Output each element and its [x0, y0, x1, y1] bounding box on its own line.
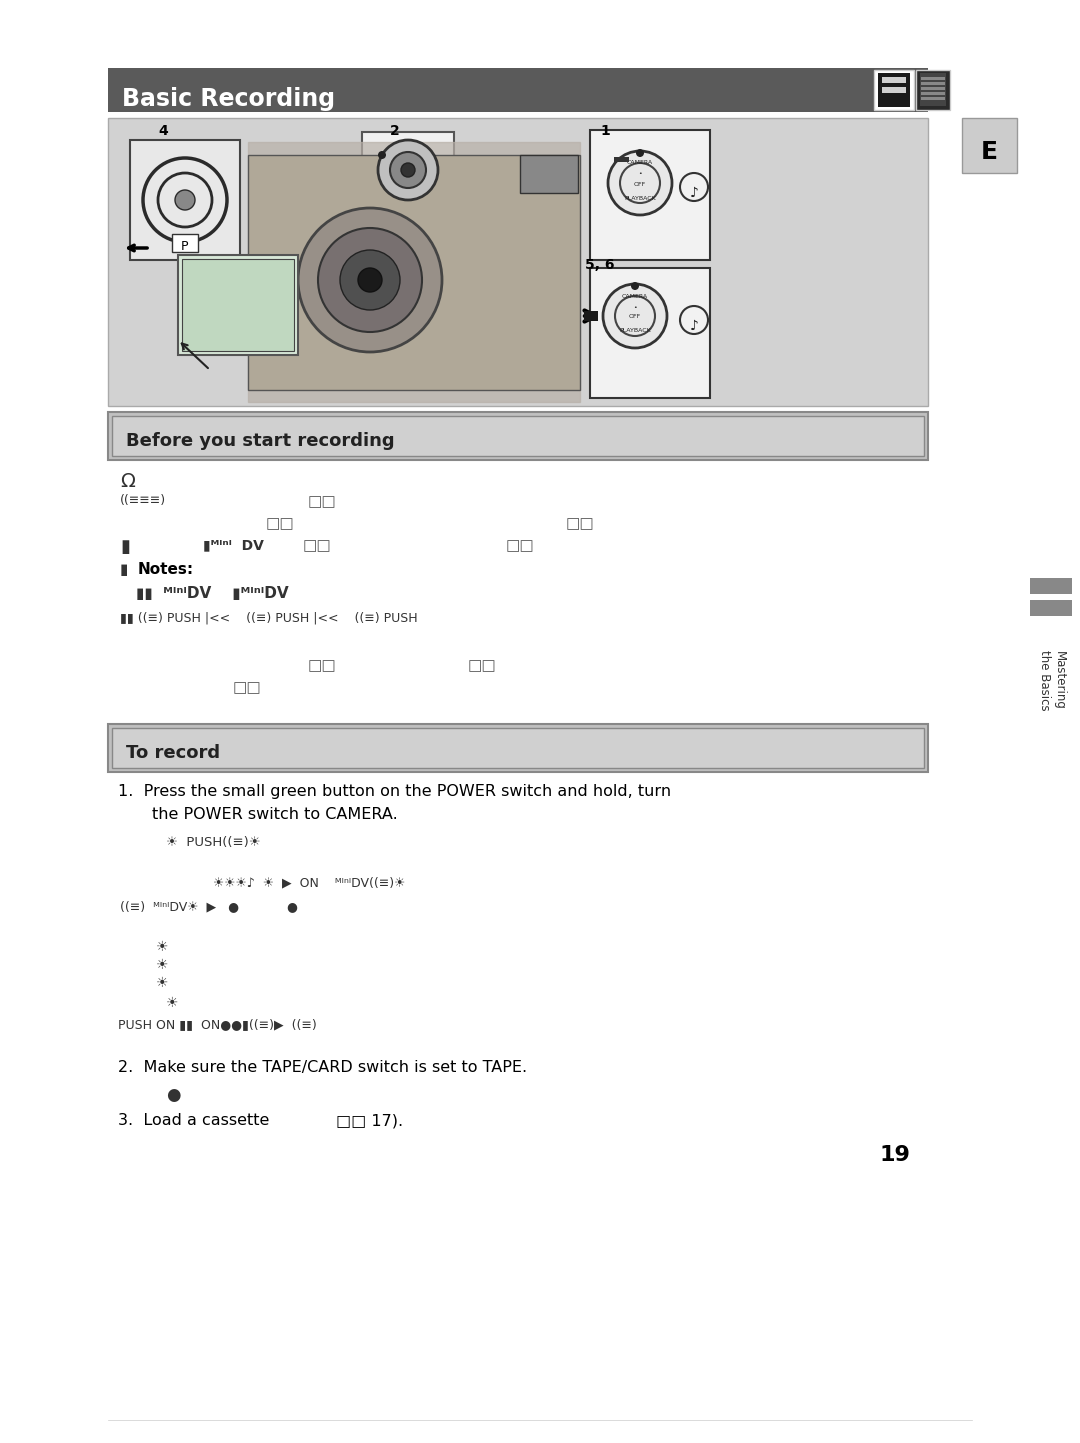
Circle shape — [175, 190, 195, 211]
Bar — [590, 268, 710, 398]
Text: ▮ᴹᴵⁿᴵ  DV: ▮ᴹᴵⁿᴵ DV — [203, 538, 264, 553]
Circle shape — [318, 228, 422, 332]
Circle shape — [603, 284, 667, 348]
Text: □□: □□ — [233, 680, 261, 696]
Bar — [878, 74, 910, 107]
Text: OFF: OFF — [629, 315, 642, 319]
Bar — [108, 68, 928, 113]
Text: To record: To record — [126, 745, 220, 762]
Text: Before you start recording: Before you start recording — [126, 431, 394, 450]
Polygon shape — [248, 141, 580, 403]
Text: ☀: ☀ — [156, 958, 168, 973]
Bar — [108, 118, 928, 405]
Text: 4: 4 — [158, 124, 167, 139]
Bar — [108, 118, 928, 405]
Circle shape — [631, 281, 639, 290]
Text: □□: □□ — [566, 517, 595, 531]
Text: ☀: ☀ — [156, 939, 168, 954]
Circle shape — [340, 250, 400, 310]
Bar — [130, 140, 240, 260]
Text: PLAYBACK: PLAYBACK — [619, 329, 651, 333]
Text: Notes:: Notes: — [138, 561, 194, 577]
Circle shape — [298, 208, 442, 352]
Bar — [920, 74, 946, 105]
Text: □□: □□ — [303, 538, 332, 553]
Text: 3.  Load a cassette: 3. Load a cassette — [118, 1113, 269, 1128]
Circle shape — [608, 152, 672, 215]
Text: the POWER switch to CAMERA.: the POWER switch to CAMERA. — [152, 807, 397, 823]
Text: □□: □□ — [308, 658, 337, 672]
Text: ●: ● — [166, 1087, 180, 1104]
Text: ☀: ☀ — [156, 975, 168, 990]
Text: Mastering
the Basics: Mastering the Basics — [1038, 649, 1066, 710]
Text: 1: 1 — [600, 124, 610, 139]
Text: 19: 19 — [880, 1144, 910, 1165]
Bar — [874, 71, 914, 110]
Bar — [172, 234, 198, 253]
Bar — [921, 87, 945, 89]
Text: 5, 6: 5, 6 — [585, 258, 615, 271]
Bar — [178, 255, 298, 355]
Text: •: • — [633, 304, 637, 309]
Text: ▮: ▮ — [120, 538, 130, 556]
Bar — [108, 724, 928, 772]
Bar — [921, 82, 945, 85]
Text: OFF: OFF — [634, 182, 646, 186]
Text: ▮▮ ((≡) PUSH |<<    ((≡) PUSH |<<    ((≡) PUSH: ▮▮ ((≡) PUSH |<< ((≡) PUSH |<< ((≡) PUSH — [120, 612, 418, 625]
Text: 2.  Make sure the TAPE/CARD switch is set to TAPE.: 2. Make sure the TAPE/CARD switch is set… — [118, 1061, 527, 1075]
Text: •: • — [638, 172, 642, 176]
Bar — [1030, 600, 1072, 616]
Bar — [108, 413, 928, 460]
Text: E: E — [981, 140, 998, 165]
Text: Basic Recording: Basic Recording — [122, 87, 335, 111]
Bar — [916, 71, 950, 110]
Text: CAMERA: CAMERA — [626, 160, 653, 166]
Text: □□: □□ — [468, 658, 497, 672]
Bar — [882, 76, 906, 92]
Bar — [1030, 579, 1072, 595]
Text: □□: □□ — [266, 517, 295, 531]
Bar — [112, 729, 924, 768]
Text: Ω: Ω — [120, 472, 135, 491]
Bar — [112, 416, 924, 456]
Text: P: P — [181, 241, 189, 254]
Circle shape — [636, 149, 644, 157]
Circle shape — [390, 152, 426, 188]
Bar — [615, 157, 629, 162]
Text: ▮: ▮ — [120, 561, 133, 577]
Circle shape — [401, 163, 415, 177]
Circle shape — [357, 268, 382, 291]
Text: ((≡≡≡): ((≡≡≡) — [120, 494, 166, 506]
Circle shape — [378, 152, 386, 159]
Text: PLAYBACK: PLAYBACK — [624, 195, 656, 201]
Text: ((≡)  ᴹᴵⁿᴵDV☀  ▶   ●            ●: ((≡) ᴹᴵⁿᴵDV☀ ▶ ● ● — [120, 900, 298, 913]
Text: □□: □□ — [308, 494, 337, 509]
Bar — [519, 154, 578, 193]
Text: 2: 2 — [390, 124, 400, 139]
Bar — [590, 130, 710, 260]
Text: ☀: ☀ — [166, 996, 178, 1010]
Circle shape — [378, 140, 438, 201]
Text: ♪: ♪ — [689, 186, 699, 201]
Bar — [921, 92, 945, 95]
Text: CAMERA: CAMERA — [622, 293, 648, 299]
Bar — [921, 76, 945, 79]
Bar — [248, 154, 580, 390]
Bar — [183, 258, 294, 351]
Text: ♪: ♪ — [689, 319, 699, 333]
Text: ☀  PUSH((≡)☀: ☀ PUSH((≡)☀ — [166, 835, 260, 848]
Text: PUSH ON ▮▮  ON●●▮((≡)▶  ((≡): PUSH ON ▮▮ ON●●▮((≡)▶ ((≡) — [118, 1017, 316, 1030]
Bar — [584, 312, 598, 320]
Bar — [921, 97, 945, 100]
Text: □□ 17).: □□ 17). — [336, 1113, 403, 1128]
Text: □□: □□ — [507, 538, 535, 553]
Bar — [962, 118, 1017, 173]
Text: ▮▮  ᴹᴵⁿᴵDV    ▮ᴹᴵⁿᴵDV: ▮▮ ᴹᴵⁿᴵDV ▮ᴹᴵⁿᴵDV — [136, 586, 288, 600]
Text: 1.  Press the small green button on the POWER switch and hold, turn: 1. Press the small green button on the P… — [118, 784, 671, 799]
Bar — [362, 131, 454, 203]
Bar — [882, 84, 906, 87]
Text: ☀☀☀♪  ☀  ▶  ON    ᴹᴵⁿᴵDV((≡)☀: ☀☀☀♪ ☀ ▶ ON ᴹᴵⁿᴵDV((≡)☀ — [213, 876, 405, 889]
